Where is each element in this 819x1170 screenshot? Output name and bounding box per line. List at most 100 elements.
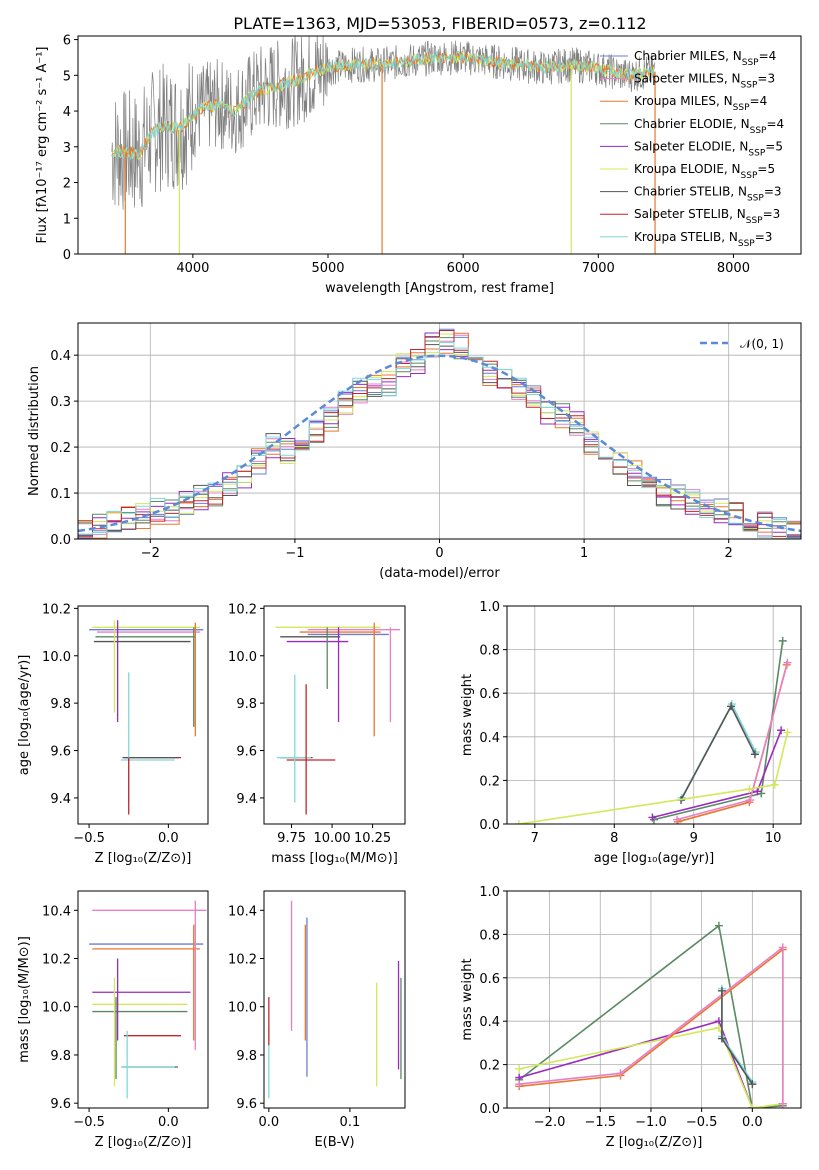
plot-area <box>78 328 801 539</box>
weight-point-salpeter_elodie <box>648 813 657 822</box>
weight-line-salpeter_miles <box>519 945 784 1104</box>
legend-entry: 𝒩(0, 1) <box>740 337 784 351</box>
y-tick-label: 1.0 <box>479 885 500 900</box>
x-tick-label: −0.5 <box>73 1115 105 1130</box>
y-tick-label: 9.6 <box>236 1097 257 1112</box>
axes-frame <box>77 605 209 825</box>
y-tick-label: 9.8 <box>50 1049 71 1064</box>
x-tick-label: −1 <box>285 546 304 561</box>
x-tick-label: 9.75 <box>277 831 306 846</box>
y-tick-label: 0.2 <box>50 441 71 456</box>
y-tick-label: 0.1 <box>50 487 71 502</box>
plot-area <box>89 620 204 815</box>
panel-mass-vs-e-b-v-: 0.0 0.1 9.6 9.8 10.0 10.2 10.4 E(B-V) <box>228 890 406 1150</box>
y-axis-label: Flux [fλ10⁻¹⁷ erg cm⁻² s⁻¹ A⁻¹] <box>35 47 50 244</box>
y-tick-label: 0.8 <box>479 928 500 943</box>
x-tick-label: 7 <box>531 831 539 846</box>
legend-entry: Chabrier MILES, NSSP=4 <box>634 49 776 68</box>
y-tick-label: 0.3 <box>50 395 71 410</box>
panel-mass-vs-z: −0.5 0.0 9.6 9.8 10.0 10.2 10.4 Z [log₁₀(Z/Z⊙)]… <box>17 890 209 1150</box>
y-tick-label: 3 <box>63 141 71 156</box>
weight-point-kroupa_elodie <box>515 1064 524 1073</box>
y-tick-label: 10.2 <box>42 953 71 968</box>
y-tick-label: 0.2 <box>479 774 500 789</box>
normal-curve <box>78 354 801 533</box>
x-tick-label: 9 <box>690 831 698 846</box>
y-axis-label: mass weight <box>460 958 475 1040</box>
axes-frame <box>263 605 406 825</box>
weight-point-salpeter_elodie <box>753 787 762 796</box>
weight-point-kroupa_elodie <box>748 1104 757 1108</box>
axes-frame <box>506 605 802 825</box>
x-tick-label: 5000 <box>311 261 344 276</box>
weight-point-salpeter_miles <box>515 1080 524 1089</box>
y-tick-label: 0.6 <box>479 972 500 987</box>
weight-point-salpeter_miles <box>673 815 682 824</box>
y-tick-label: 0.4 <box>479 731 500 746</box>
y-tick-label: 9.4 <box>50 792 71 807</box>
x-tick-label: 0.1 <box>340 1115 361 1130</box>
y-tick-label: 9.8 <box>50 697 71 712</box>
y-tick-label: 10.2 <box>42 602 71 617</box>
y-tick-label: 6 <box>63 34 71 49</box>
panel-residual-histogram: 𝒩(0, 1) −2 −1 0 1 2 0.0 0.1 0.2 0.3 0.4 (data-model… <box>27 322 802 581</box>
x-axis-label: wavelength [Angstrom, rest frame] <box>325 281 554 296</box>
y-tick-label: 9.6 <box>50 1097 71 1112</box>
y-tick-label: 0.4 <box>479 1015 500 1030</box>
panel-age-vs-mass: 9.75 10.00 10.25 9.4 9.6 9.8 10.0 10.2 mass [log… <box>228 602 406 866</box>
panel-mass-weight-vs-z: −2.0 −1.5 −1.0 −0.5 0.0 0.0 0.2 0.4 0.6 0.8 1.0 Z [… <box>460 885 802 1150</box>
weight-point-salpeter_elodie <box>777 726 786 735</box>
y-axis-label: age [log₁₀(age/yr)] <box>17 655 32 776</box>
weight-point-chabrier_stelib <box>727 702 736 711</box>
plot-area <box>515 921 787 1108</box>
x-tick-label: 8000 <box>717 261 750 276</box>
x-tick-label: 0.0 <box>742 1115 763 1130</box>
x-tick-label: 0.0 <box>158 1115 179 1130</box>
legend-entry: Salpeter MILES, NSSP=3 <box>634 72 775 91</box>
y-tick-label: 2 <box>63 177 71 192</box>
weight-point-kroupa_elodie <box>770 780 779 789</box>
y-axis-label: mass weight <box>460 674 475 756</box>
y-tick-label: 10.2 <box>228 602 257 617</box>
weight-point-chabrier_elodie <box>714 921 723 930</box>
axes-frame <box>263 890 406 1109</box>
x-tick-label: 6000 <box>447 261 480 276</box>
x-axis-label: E(B-V) <box>314 1135 354 1150</box>
y-tick-label: 0.0 <box>479 1102 500 1117</box>
legend-entry: Chabrier STELIB, NSSP=3 <box>634 185 782 204</box>
y-tick-label: 10.2 <box>228 953 257 968</box>
legend-entry: Salpeter STELIB, NSSP=3 <box>634 207 780 226</box>
y-tick-label: 0.8 <box>479 644 500 659</box>
x-tick-label: 0.0 <box>259 1115 280 1130</box>
x-tick-label: −0.5 <box>686 1115 718 1130</box>
x-tick-label: 1 <box>580 546 588 561</box>
y-tick-label: 9.8 <box>236 1049 257 1064</box>
weight-point-chabrier_elodie <box>778 636 787 645</box>
x-axis-label: Z [log₁₀(Z/Z⊙)] <box>95 1135 192 1150</box>
weight-point-kroupa_elodie <box>783 728 792 737</box>
x-tick-label: −0.5 <box>73 831 105 846</box>
y-tick-label: 10.0 <box>228 1001 257 1016</box>
weight-point-kroupa_elodie <box>745 785 754 794</box>
legend-entry: Kroupa MILES, NSSP=4 <box>634 94 767 113</box>
weight-point-kroupa_elodie <box>514 820 523 824</box>
x-tick-label: −2.0 <box>534 1115 566 1130</box>
axes-frame <box>77 35 802 255</box>
weight-point-salpeter_miles <box>778 1099 787 1108</box>
y-tick-label: 10.0 <box>42 1001 71 1016</box>
panel-spectrum: Chabrier MILES, NSSP=4 Salpeter MILES, NS… <box>35 34 802 296</box>
plot-area <box>268 900 402 1099</box>
legend-entry: Kroupa ELODIE, NSSP=5 <box>634 162 775 181</box>
x-tick-label: 2 <box>725 546 733 561</box>
y-tick-label: 4 <box>63 105 71 120</box>
x-tick-label: 8 <box>610 831 618 846</box>
axes-frame <box>77 890 209 1109</box>
weight-point-salpeter_miles <box>783 658 792 667</box>
weight-line-kroupa_elodie <box>519 1026 783 1108</box>
histogram-kroupa_stelib <box>78 342 801 539</box>
x-tick-label: 0.0 <box>158 831 179 846</box>
x-axis-label: age [log₁₀(age/yr)] <box>594 851 715 866</box>
y-tick-label: 5 <box>63 69 71 84</box>
y-axis-label: mass [log₁₀(M/M⊙)] <box>17 936 32 1063</box>
